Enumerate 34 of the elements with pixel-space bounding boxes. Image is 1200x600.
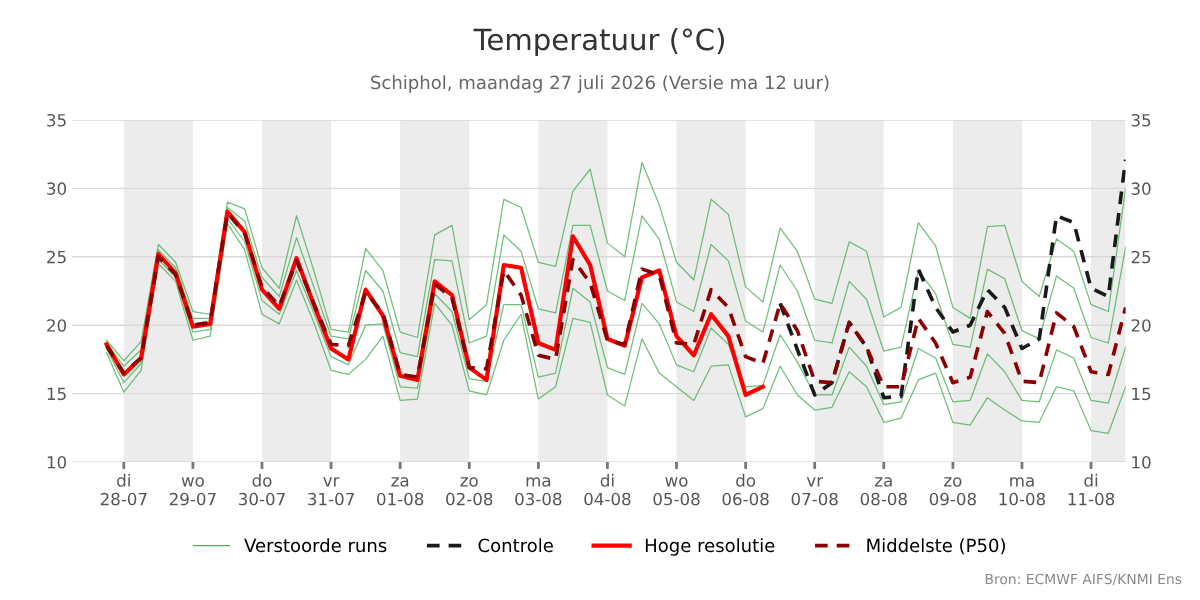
text: Bron: ECMWF AIFS/KNMI Ens bbox=[985, 573, 1182, 586]
x-tick-label: di 11-08 bbox=[1068, 473, 1115, 506]
y-tick-label: 20 bbox=[47, 319, 67, 332]
y-tick-label: 35 bbox=[47, 113, 66, 127]
x-tick-label: ma 10-08 bbox=[999, 477, 1046, 506]
y-tick-label: 30 bbox=[47, 182, 67, 195]
chart-subtitle: Schiphol, maandag 27 juli 2026 (Versie ma 12 uur) bbox=[371, 75, 829, 93]
y-tick-label: 15 bbox=[47, 387, 66, 401]
y2-tick-label: 15 bbox=[1132, 387, 1151, 401]
x-tick-label: zo 02-08 bbox=[446, 477, 493, 506]
chart-title: Temperatuur (°C) bbox=[473, 27, 724, 57]
x-tick-label: di 04-08 bbox=[584, 473, 631, 506]
y2-tick-label: 20 bbox=[1131, 319, 1151, 332]
x-tick-label: di 28-07 bbox=[100, 473, 147, 506]
x-tick-label: do 30-07 bbox=[239, 473, 285, 506]
x-tick-label: vr 07-08 bbox=[791, 477, 838, 506]
y2-tick-label: 30 bbox=[1131, 182, 1151, 195]
legend-label: Hoge resolutie bbox=[645, 538, 775, 556]
x-tick-label: do 06-08 bbox=[722, 473, 769, 506]
y-tick-label: 10 bbox=[47, 455, 67, 469]
legend-label: Verstoorde runs bbox=[244, 538, 387, 553]
x-tick-label: za 08-08 bbox=[860, 477, 907, 506]
y2-tick-label: 10 bbox=[1132, 455, 1151, 469]
x-tick-label: wo 05-08 bbox=[653, 477, 700, 506]
y2-tick-label: 25 bbox=[1131, 250, 1151, 264]
x-tick-label: ma 03-08 bbox=[515, 477, 562, 506]
y2-tick-label: 35 bbox=[1131, 113, 1151, 127]
legend-label: Middelste (P50) bbox=[867, 538, 1005, 555]
y-tick-label: 25 bbox=[47, 250, 66, 264]
x-tick-label: za 01-08 bbox=[377, 477, 424, 506]
x-tick-label: vr 31-07 bbox=[308, 477, 354, 506]
x-tick-label: wo 29-07 bbox=[169, 477, 216, 506]
legend-label: Controle bbox=[478, 538, 553, 553]
x-tick-label: zo 09-08 bbox=[929, 477, 976, 506]
